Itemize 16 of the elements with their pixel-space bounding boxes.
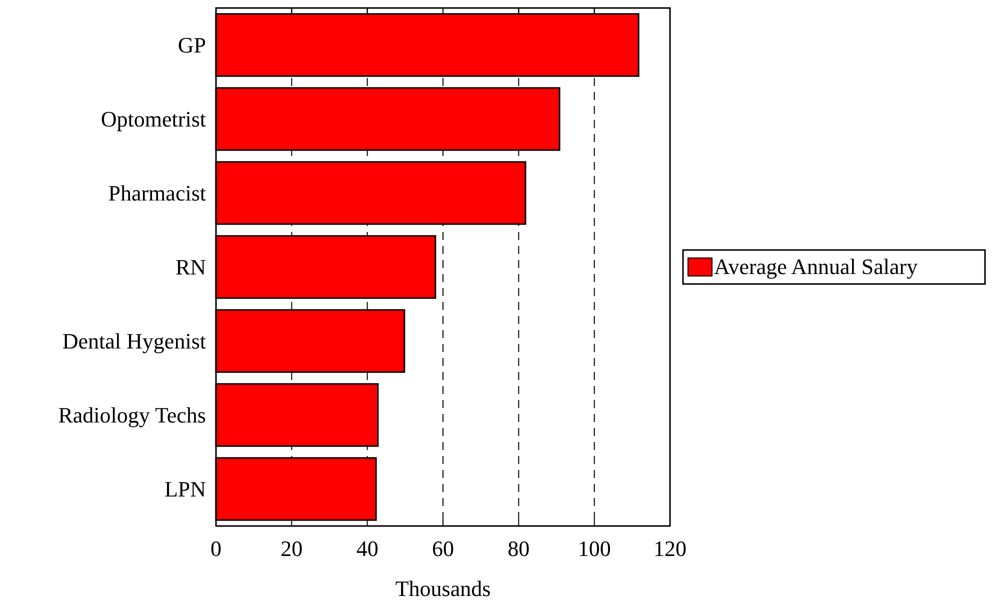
x-tick-label: 100: [578, 536, 611, 561]
y-tick-label: Optometrist: [100, 106, 206, 132]
y-tick-label: GP: [178, 32, 206, 58]
x-tick-label: 60: [432, 536, 454, 561]
legend-label: Average Annual Salary: [714, 254, 918, 279]
x-tick-label: 120: [654, 536, 686, 561]
y-tick-label: Dental Hygenist: [62, 328, 206, 354]
y-tick-label: LPN: [164, 476, 206, 502]
y-tick-label: Pharmacist: [108, 180, 206, 206]
y-tick-label: Radiology Techs: [58, 402, 206, 428]
x-tick-label: 80: [508, 536, 530, 561]
x-axis-title: Thousands: [395, 576, 491, 601]
y-tick-label: RN: [175, 254, 206, 280]
x-tick-label: 0: [210, 536, 222, 561]
x-tick-label: 20: [280, 536, 303, 561]
x-tick-label: 40: [356, 536, 378, 561]
